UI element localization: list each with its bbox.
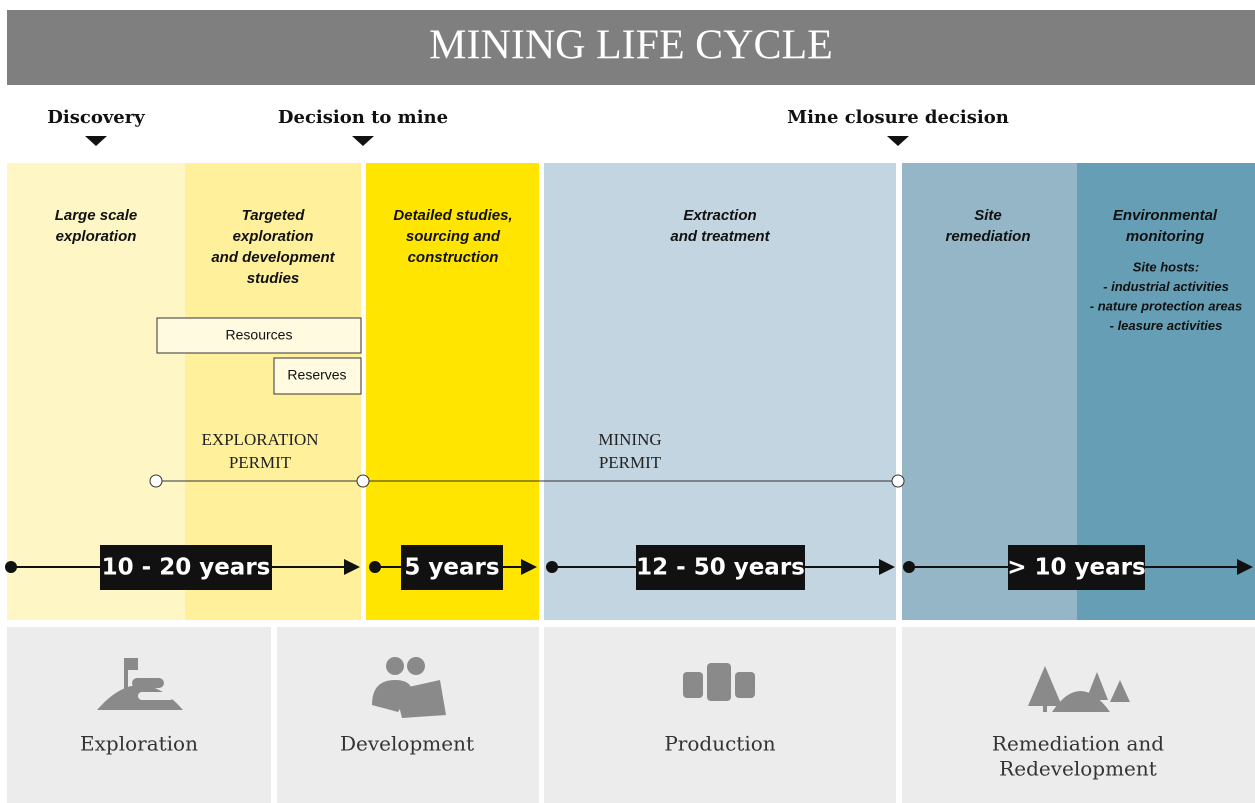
card — [902, 627, 1255, 803]
permit-line — [149, 474, 905, 488]
duration-box — [636, 545, 805, 590]
column — [902, 163, 1077, 620]
phase-label: Production — [664, 732, 775, 756]
stage-label: exploration — [233, 228, 314, 245]
stage-label: construction — [408, 249, 499, 266]
stage-label: Targeted — [242, 207, 306, 224]
site-host: - nature protection areas — [1090, 298, 1242, 313]
columns — [7, 163, 1255, 620]
milestone: Discovery — [47, 107, 145, 128]
card — [7, 627, 271, 803]
card — [544, 627, 896, 803]
title-bar — [7, 10, 1255, 85]
permit-node — [149, 474, 163, 488]
site-host: Site hosts: — [1133, 259, 1199, 274]
box-label: Resources — [226, 327, 293, 343]
icon-development — [372, 657, 446, 718]
stage-label: sourcing and — [406, 228, 501, 245]
permit-node — [891, 474, 905, 488]
duration-arrowhead — [879, 559, 895, 575]
stage-label: exploration — [56, 228, 137, 245]
duration-label: 5 years — [404, 555, 499, 581]
milestone-arrow — [85, 136, 107, 146]
duration-start — [5, 561, 17, 573]
milestone: Mine closure decision — [787, 107, 1009, 128]
reserves-box — [273, 357, 362, 395]
column — [7, 163, 185, 620]
stage-label: and development — [211, 249, 335, 266]
milestone-arrow — [352, 136, 374, 146]
column — [544, 163, 896, 620]
stage-label: Environmental — [1113, 207, 1218, 224]
stage-label: remediation — [945, 228, 1030, 245]
phase-label: Development — [340, 732, 474, 756]
duration-box — [100, 545, 272, 590]
permit-label: PERMIT — [599, 453, 662, 472]
stage-label: Large scale — [55, 207, 138, 224]
phase-label: Remediation and — [992, 732, 1164, 756]
site-host: - leasure activities — [1110, 318, 1223, 333]
phase-label: Redevelopment — [999, 757, 1157, 781]
duration-label: 12 - 50 years — [636, 555, 805, 581]
duration-label: 10 - 20 years — [102, 555, 271, 581]
milestone-arrow — [887, 136, 909, 146]
permit-label: EXPLORATION — [201, 430, 318, 449]
stage-label: and treatment — [670, 228, 770, 245]
icon-exploration — [97, 658, 183, 710]
icon-remediation — [1028, 666, 1130, 712]
milestone: Decision to mine — [278, 107, 448, 128]
duration-start — [369, 561, 381, 573]
stage-label: Site — [974, 207, 1002, 224]
duration-arrowhead — [344, 559, 360, 575]
stage-label: Extraction — [683, 207, 756, 224]
column — [1077, 163, 1255, 620]
permit-node — [356, 474, 370, 488]
permit-label: MINING — [598, 430, 661, 449]
duration-start — [546, 561, 558, 573]
permit-label: PERMIT — [229, 453, 292, 472]
duration-box — [1008, 545, 1145, 590]
stage-label: studies — [247, 270, 300, 287]
stage-label: monitoring — [1126, 228, 1204, 245]
phase-label: Exploration — [80, 732, 198, 756]
cards — [7, 627, 1255, 803]
duration-arrowhead — [521, 559, 537, 575]
box-label: Reserves — [287, 367, 346, 383]
icon-production — [683, 663, 755, 701]
resources-box — [156, 317, 362, 354]
duration-arrowhead — [1237, 559, 1253, 575]
title: MINING LIFE CYCLE — [429, 23, 833, 69]
duration-box — [401, 545, 503, 590]
duration-label: > 10 years — [1007, 555, 1145, 581]
site-host: - industrial activities — [1103, 279, 1229, 294]
duration-start — [903, 561, 915, 573]
stage-label: Detailed studies, — [393, 207, 512, 224]
column — [366, 163, 539, 620]
